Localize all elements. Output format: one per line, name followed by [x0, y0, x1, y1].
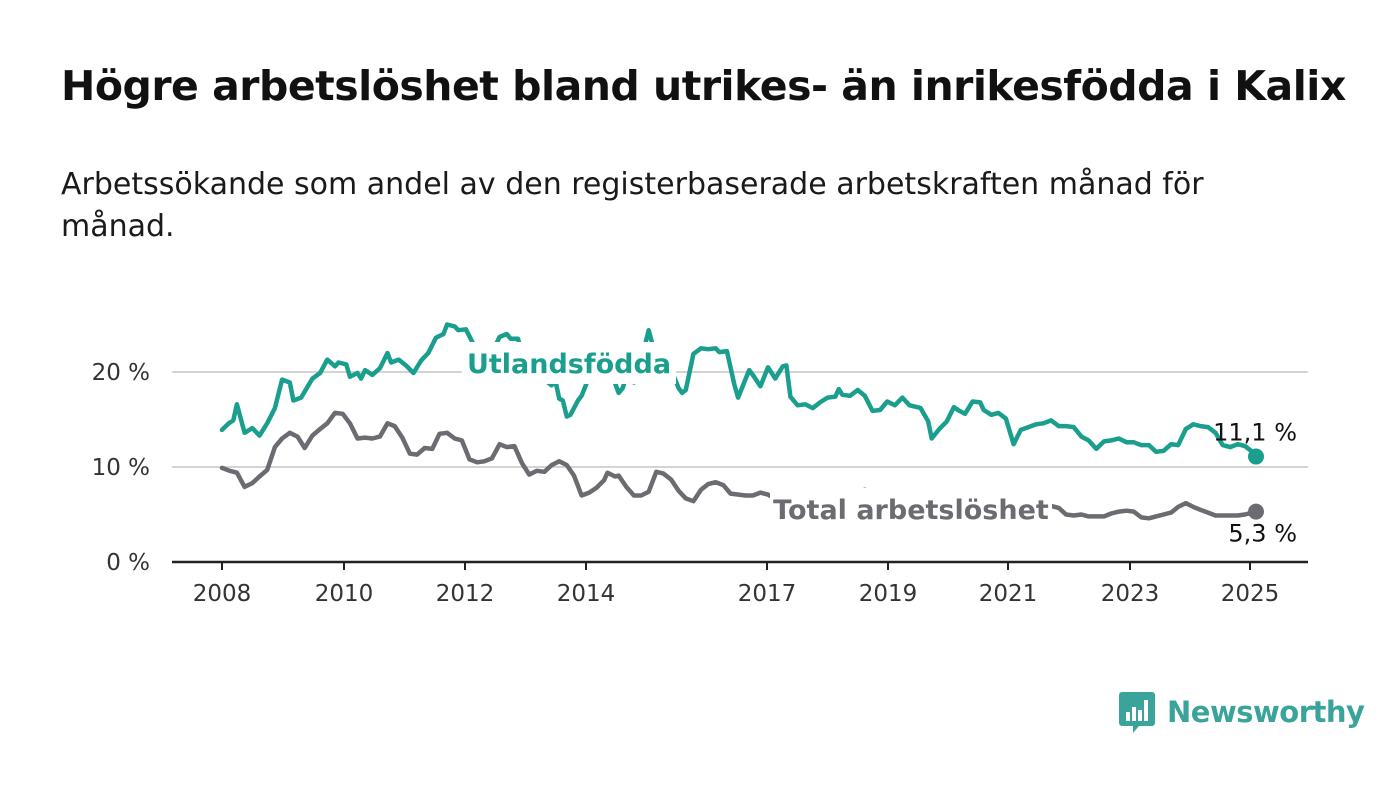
x-tick-label: 2014 — [557, 581, 616, 607]
brand-name: Newsworthy — [1167, 695, 1365, 729]
x-tick-label: 2023 — [1101, 581, 1160, 607]
x-tick-label: 2019 — [859, 581, 918, 607]
bar-chart-logo-icon — [1119, 692, 1155, 733]
grid-layer — [172, 371, 1308, 570]
x-tick-label: 2017 — [738, 581, 797, 607]
end-value-label: 5,3 % — [1228, 520, 1297, 548]
series-name-label: Total arbetslöshet — [773, 495, 1049, 526]
series-end-point — [1248, 448, 1264, 465]
x-tick-label: 2025 — [1221, 581, 1280, 607]
series-line-0 — [219, 322, 1259, 459]
chart-subtitle: Arbetssökande som andel av den registerb… — [61, 167, 1204, 244]
x-tick-label: 2008 — [193, 581, 252, 607]
series-layer — [219, 322, 1264, 521]
y-tick-label: 10 % — [92, 455, 150, 481]
series-line-1 — [219, 410, 1259, 521]
x-tick-label: 2021 — [979, 581, 1038, 607]
label-layer: 0 % 10 % 20 % 2008 2010 2012 2014 2017 2019 2021 2… — [92, 342, 1297, 607]
series-end-point — [1248, 503, 1264, 520]
chart-title: Högre arbetslöshet bland utrikes- än inr… — [61, 62, 1346, 110]
y-tick-label: 0 % — [106, 550, 150, 576]
end-value-label: 11,1 % — [1213, 419, 1297, 447]
brand-logo[interactable]: Newsworthy — [1119, 690, 1365, 734]
series-name-label: Utlandsfödda — [467, 349, 671, 380]
x-tick-label: 2012 — [436, 581, 495, 607]
series-label-background — [770, 488, 1052, 530]
x-tick-label: 2010 — [315, 581, 374, 607]
y-tick-label: 20 % — [92, 360, 150, 386]
series-label-background — [462, 342, 676, 384]
